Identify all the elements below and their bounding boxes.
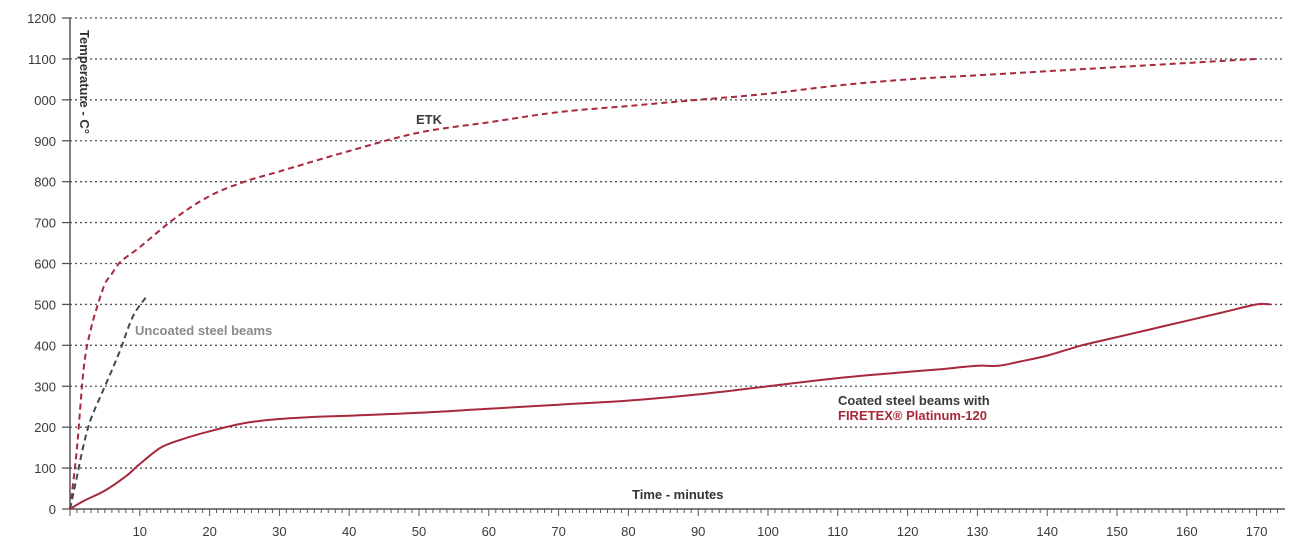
y-tick-labels: 0 100 200 300 400 500 600 700 800 900 000 1100 1200 (27, 11, 56, 517)
y-tick-label: 000 (34, 93, 56, 108)
uncoated-line (69, 295, 148, 510)
x-tick-labels: 10 20 30 40 50 60 70 80 90 100 110 120 130 140 150 160 1… (133, 524, 1268, 539)
x-tick-label: 30 (272, 524, 286, 539)
y-tick-label: 500 (34, 297, 56, 312)
coated-label-line2: FIRETEX® Platinum-120 (838, 408, 987, 423)
coated-line (69, 302, 1271, 510)
x-tick-label: 130 (967, 524, 989, 539)
x-tick-label: 70 (551, 524, 565, 539)
x-tick-label: 110 (827, 524, 848, 539)
x-tick-label: 50 (412, 524, 426, 539)
y-tick-label: 100 (34, 461, 56, 476)
uncoated-label: Uncoated steel beams (135, 323, 272, 338)
x-tick-label: 170 (1246, 524, 1268, 539)
grid-lines (70, 17, 1285, 469)
x-tick-label: 10 (133, 524, 147, 539)
y-axis-title: Temperature - C° (77, 30, 92, 134)
x-tick-label: 160 (1176, 524, 1198, 539)
y-tick-label: 900 (34, 134, 56, 149)
x-tick-label: 60 (482, 524, 496, 539)
series-lines (69, 57, 1271, 510)
y-tick-label: 0 (49, 502, 56, 517)
x-axis-title: Time - minutes (632, 487, 724, 502)
y-tick-label: 1200 (27, 11, 56, 26)
x-tick-label: 90 (691, 524, 705, 539)
x-tick-label: 150 (1106, 524, 1128, 539)
coated-label-line1: Coated steel beams with (838, 393, 990, 408)
y-tick-label: 1100 (28, 52, 56, 67)
x-tick-label: 140 (1036, 524, 1058, 539)
y-tick-label: 800 (34, 175, 56, 190)
x-tick-label: 100 (757, 524, 779, 539)
y-tick-label: 700 (34, 216, 56, 231)
y-tick-label: 300 (34, 379, 56, 394)
etk-label: ETK (416, 112, 443, 127)
x-tick-label: 20 (202, 524, 216, 539)
axes (62, 17, 1285, 516)
x-tick-label: 120 (897, 524, 919, 539)
x-tick-label: 80 (621, 524, 635, 539)
x-tick-label: 40 (342, 524, 356, 539)
y-tick-label: 200 (34, 420, 56, 435)
etk-line (69, 57, 1257, 510)
y-tick-label: 400 (34, 338, 56, 353)
y-tick-label: 600 (34, 257, 56, 272)
